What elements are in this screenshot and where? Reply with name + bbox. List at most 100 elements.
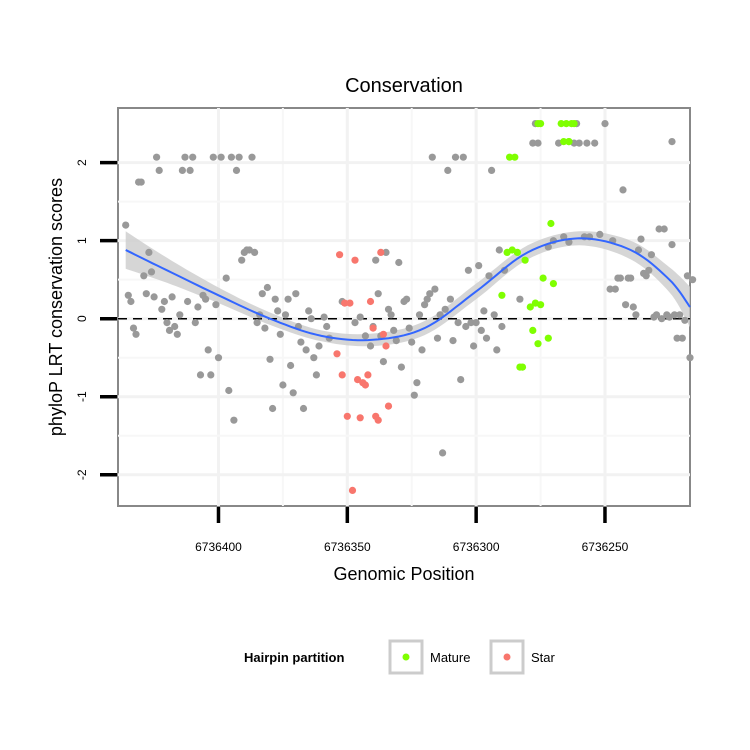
x-axis: 6736400 6736350 6736300 6736250 — [195, 507, 629, 554]
data-point-other — [122, 221, 130, 229]
data-point-other — [168, 293, 176, 301]
data-point-other — [627, 274, 635, 282]
data-point-other — [634, 246, 643, 254]
data-point-mature — [511, 153, 519, 161]
data-point-other — [668, 138, 676, 146]
data-point-star — [346, 299, 354, 307]
data-point-other — [384, 305, 393, 313]
data-point-star — [377, 248, 385, 256]
data-point-star — [351, 256, 359, 264]
data-point-other — [181, 153, 189, 161]
legend-title: Hairpin partition — [244, 650, 344, 665]
data-point-other — [668, 241, 676, 249]
data-point-other — [274, 307, 282, 315]
data-point-star — [379, 330, 387, 338]
data-point-star — [338, 371, 346, 379]
data-point-other — [150, 293, 158, 301]
data-point-star — [348, 486, 357, 494]
data-point-other — [261, 324, 269, 332]
data-point-other — [480, 307, 488, 315]
data-point-other — [529, 139, 537, 147]
data-point-other — [433, 334, 442, 342]
data-point-other — [140, 272, 148, 280]
data-point-other — [464, 266, 472, 274]
data-point-mature — [537, 120, 545, 128]
series-other — [122, 120, 697, 457]
data-point-other — [155, 166, 163, 174]
data-point-star — [369, 324, 377, 332]
data-point-other — [408, 338, 416, 346]
data-point-other — [485, 272, 493, 280]
data-point-other — [475, 262, 483, 270]
data-point-other — [251, 248, 259, 256]
data-point-mature — [549, 280, 558, 288]
data-point-other — [202, 295, 210, 303]
legend-label-mature: Mature — [430, 650, 470, 665]
data-point-other — [390, 326, 398, 334]
data-point-other — [238, 256, 246, 264]
data-point-other — [444, 166, 452, 174]
data-point-mature — [506, 153, 514, 161]
data-point-mature — [562, 120, 570, 128]
data-point-other — [616, 274, 625, 282]
data-point-other — [683, 272, 692, 280]
data-point-other — [449, 337, 457, 345]
data-point-mature — [557, 120, 565, 128]
data-point-star — [333, 350, 341, 358]
data-point-other — [372, 256, 380, 264]
data-point-mature — [498, 291, 506, 299]
data-point-star — [336, 251, 344, 259]
data-point-other — [565, 238, 573, 246]
data-point-other — [230, 416, 238, 424]
data-point-other — [171, 322, 179, 331]
data-point-other — [379, 358, 387, 366]
data-point-other — [415, 311, 424, 319]
data-point-other — [462, 322, 470, 331]
data-point-other — [189, 153, 197, 161]
data-point-mature — [521, 256, 529, 264]
data-point-other — [681, 316, 689, 324]
data-point-other — [678, 334, 686, 342]
data-point-other — [637, 235, 645, 243]
data-point-other — [446, 295, 454, 303]
data-point-other — [647, 251, 656, 259]
data-points — [122, 120, 697, 494]
data-point-star — [374, 416, 382, 424]
data-point-mature — [534, 340, 542, 348]
data-point-other — [601, 120, 609, 128]
data-point-other — [307, 315, 315, 323]
data-point-other — [276, 330, 284, 338]
data-point-mature — [539, 274, 547, 282]
data-point-other — [176, 311, 184, 319]
data-point-other — [258, 290, 266, 298]
data-point-other — [642, 272, 650, 280]
data-point-other — [320, 313, 328, 321]
data-point-mature — [547, 219, 555, 228]
data-point-other — [652, 311, 661, 319]
x-tick-label: 6736250 — [582, 540, 629, 554]
data-point-other — [297, 338, 305, 346]
data-point-other — [596, 230, 604, 238]
data-point-other — [158, 305, 166, 313]
data-point-other — [426, 290, 434, 298]
data-point-other — [482, 334, 491, 342]
data-point-other — [676, 311, 684, 319]
data-point-other — [227, 153, 235, 161]
data-point-other — [439, 449, 447, 457]
data-point-mature — [537, 301, 545, 309]
data-point-other — [186, 166, 194, 174]
data-point-mature — [513, 248, 522, 256]
data-point-other — [302, 346, 310, 354]
data-point-other — [184, 297, 192, 306]
data-point-other — [209, 153, 217, 161]
data-point-other — [271, 295, 279, 303]
data-point-star — [384, 402, 393, 410]
data-point-other — [673, 334, 681, 342]
data-point-other — [129, 324, 138, 332]
data-point-other — [232, 166, 241, 174]
data-point-other — [235, 153, 243, 161]
data-point-other — [191, 319, 199, 327]
y-axis: -2 -1 0 1 2 — [75, 159, 117, 480]
data-point-other — [281, 311, 290, 319]
data-point-other — [670, 311, 679, 319]
